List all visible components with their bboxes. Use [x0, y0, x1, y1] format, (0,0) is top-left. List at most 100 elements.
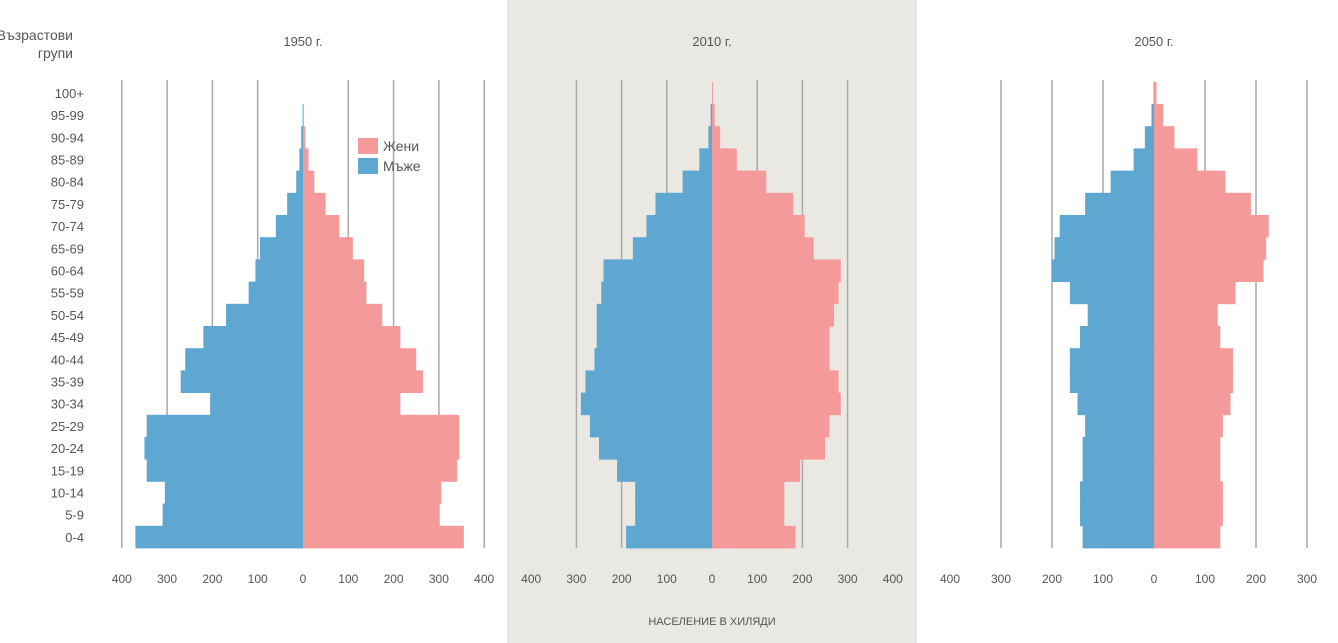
bar-male	[1082, 525, 1154, 549]
x-tick-label: 200	[202, 572, 222, 586]
x-tick-label: 100	[1093, 572, 1113, 586]
bar-female	[712, 370, 839, 393]
bar-female	[1154, 481, 1223, 504]
bar-male	[1153, 81, 1154, 105]
x-tick-label: 200	[792, 572, 812, 586]
age-group-label: 10-14	[51, 486, 84, 501]
age-group-label: 80-84	[51, 175, 84, 190]
age-group-label: 35-39	[51, 375, 84, 390]
x-tick-label: 300	[1297, 572, 1317, 586]
bar-male	[296, 170, 303, 194]
legend-label-female: Жени	[383, 138, 419, 154]
bar-female	[1154, 303, 1218, 327]
bar-female	[712, 104, 715, 127]
x-tick-label: 100	[657, 572, 677, 586]
bar-male	[135, 525, 303, 549]
x-tick-label: 300	[566, 572, 586, 586]
x-tick-label: 400	[112, 572, 132, 586]
bar-female	[1154, 348, 1234, 371]
bar-female	[712, 481, 785, 504]
bar-female	[303, 503, 439, 527]
age-group-label: 20-24	[51, 441, 84, 456]
bar-male	[255, 259, 303, 282]
age-group-label: 50-54	[51, 308, 84, 323]
bar-male	[1052, 259, 1154, 282]
x-tick-label: 300	[838, 572, 858, 586]
bar-female	[1154, 104, 1164, 127]
bar-female	[303, 215, 340, 238]
bar-female	[712, 148, 737, 171]
age-group-label: 55-59	[51, 286, 84, 301]
bar-male	[1069, 281, 1154, 305]
x-tick-label: 0	[300, 572, 307, 586]
bar-female	[712, 459, 801, 482]
bar-male	[144, 437, 303, 460]
age-group-label: 5-9	[65, 508, 84, 523]
bar-male	[185, 348, 303, 371]
bar-male	[1085, 192, 1154, 216]
bar-female	[712, 414, 830, 438]
bar-female	[303, 148, 309, 171]
bar-female	[303, 104, 304, 127]
bar-male	[299, 148, 303, 171]
bar-female	[303, 414, 460, 438]
bar-male	[164, 481, 303, 504]
bar-male	[635, 503, 712, 527]
bar-female	[303, 303, 383, 327]
bar-male	[1069, 370, 1154, 393]
x-tick-label: 400	[883, 572, 903, 586]
panel-title: 1950 г.	[283, 34, 322, 49]
bar-male	[1077, 392, 1154, 416]
bar-male	[301, 126, 303, 149]
x-tick-label: 0	[709, 572, 716, 586]
x-tick-label: 200	[1042, 572, 1062, 586]
bar-male	[655, 192, 712, 216]
bar-female	[303, 437, 460, 460]
x-tick-label: 100	[747, 572, 767, 586]
age-group-label: 40-44	[51, 352, 84, 367]
bar-male	[248, 281, 303, 305]
bar-male	[1080, 481, 1154, 504]
bar-male	[617, 459, 712, 482]
bar-male	[1087, 303, 1154, 327]
bar-male	[146, 459, 303, 482]
bar-female	[712, 392, 841, 416]
x-tick-label: 300	[429, 572, 449, 586]
x-tick-label: 100	[1195, 572, 1215, 586]
bar-male	[180, 370, 303, 393]
age-group-label: 65-69	[51, 241, 84, 256]
bar-female	[712, 81, 713, 105]
x-tick-label: 100	[338, 572, 358, 586]
bar-female	[712, 170, 767, 194]
bars-layer	[135, 81, 1269, 549]
bar-female	[1154, 259, 1264, 282]
bar-female	[303, 326, 401, 349]
bar-female	[712, 281, 839, 305]
bar-female	[303, 459, 458, 482]
bar-male	[287, 192, 303, 216]
bar-male	[585, 370, 712, 393]
bar-male	[1082, 437, 1154, 460]
bar-female	[712, 303, 835, 327]
x-tick-label: 400	[474, 572, 494, 586]
age-group-label: 70-74	[51, 219, 84, 234]
age-group-label: 15-19	[51, 463, 84, 478]
panel-title: 2050 г.	[1134, 34, 1173, 49]
x-tick-label: 200	[384, 572, 404, 586]
bar-male	[225, 303, 303, 327]
bar-female	[303, 481, 442, 504]
bar-male	[1133, 148, 1154, 171]
bar-female	[712, 259, 841, 282]
bar-female	[712, 326, 830, 349]
legend-label-male: Мъже	[383, 158, 421, 174]
bar-female	[712, 215, 805, 238]
bar-male	[603, 259, 712, 282]
x-tick-label: 400	[940, 572, 960, 586]
bar-male	[596, 326, 712, 349]
bar-male	[596, 303, 712, 327]
bar-female	[1154, 126, 1175, 149]
bar-male	[259, 237, 303, 260]
bar-female	[303, 192, 326, 216]
bar-female	[303, 370, 424, 393]
bar-male	[594, 348, 712, 371]
